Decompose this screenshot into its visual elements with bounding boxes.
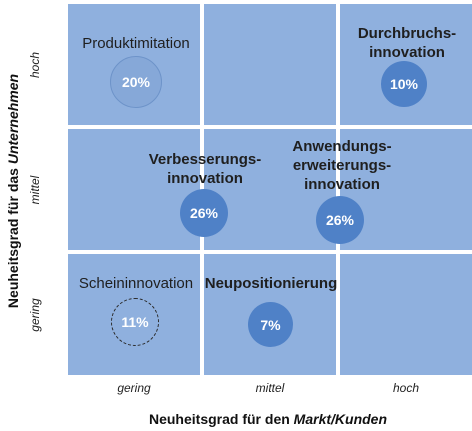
schein-bubble: 11% [111,298,159,346]
cell-bottom-right [340,254,472,375]
schein-label: Scheininnovation [78,275,194,292]
durchbruch-label-line1: Durchbruchs- [357,25,457,42]
verbesserung-label-line2: innovation [167,170,243,187]
x-axis-title-emphasis: Markt/Kunden [293,411,388,427]
cell-middle-middle [204,129,336,250]
y-axis-title-prefix: Neuheitsgrad für das [5,164,21,309]
x-tick-gering: gering [117,381,151,395]
x-axis-title-prefix: Neuheitsgrad für den [148,411,294,427]
produktimitation-label: Produktimitation [82,35,190,52]
y-tick-hoch: hoch [28,51,42,79]
neupositionierung-bubble: 7% [248,302,293,347]
anwendung-label-line1: Anwendungs- [292,138,392,155]
cell-middle-left [68,129,200,250]
verbesserung-label-line1: Verbesserungs- [148,151,262,168]
produktimitation-bubble: 20% [110,56,162,108]
anwendung-label-line2: erweiterungs- [292,157,392,174]
y-axis-title: Neuheitsgrad für das Unternehmen [5,61,25,321]
x-tick-hoch: hoch [392,381,420,395]
y-axis-title-emphasis: Unternehmen [5,73,21,165]
durchbruch-label-line2: innovation [369,44,445,61]
x-tick-mittel: mittel [255,381,285,395]
y-tick-mittel: mittel [28,175,42,205]
anwendung-bubble: 26% [316,196,364,244]
cell-middle-right [340,129,472,250]
anwendung-label-line3: innovation [304,176,380,193]
durchbruch-bubble: 10% [381,61,427,107]
x-axis-title: Neuheitsgrad für den Markt/Kunden [118,411,418,427]
neupositionierung-label: Neupositionierung [204,275,338,292]
verbesserung-bubble: 26% [180,189,228,237]
y-tick-gering: gering [28,298,42,332]
cell-top-middle [204,4,336,125]
